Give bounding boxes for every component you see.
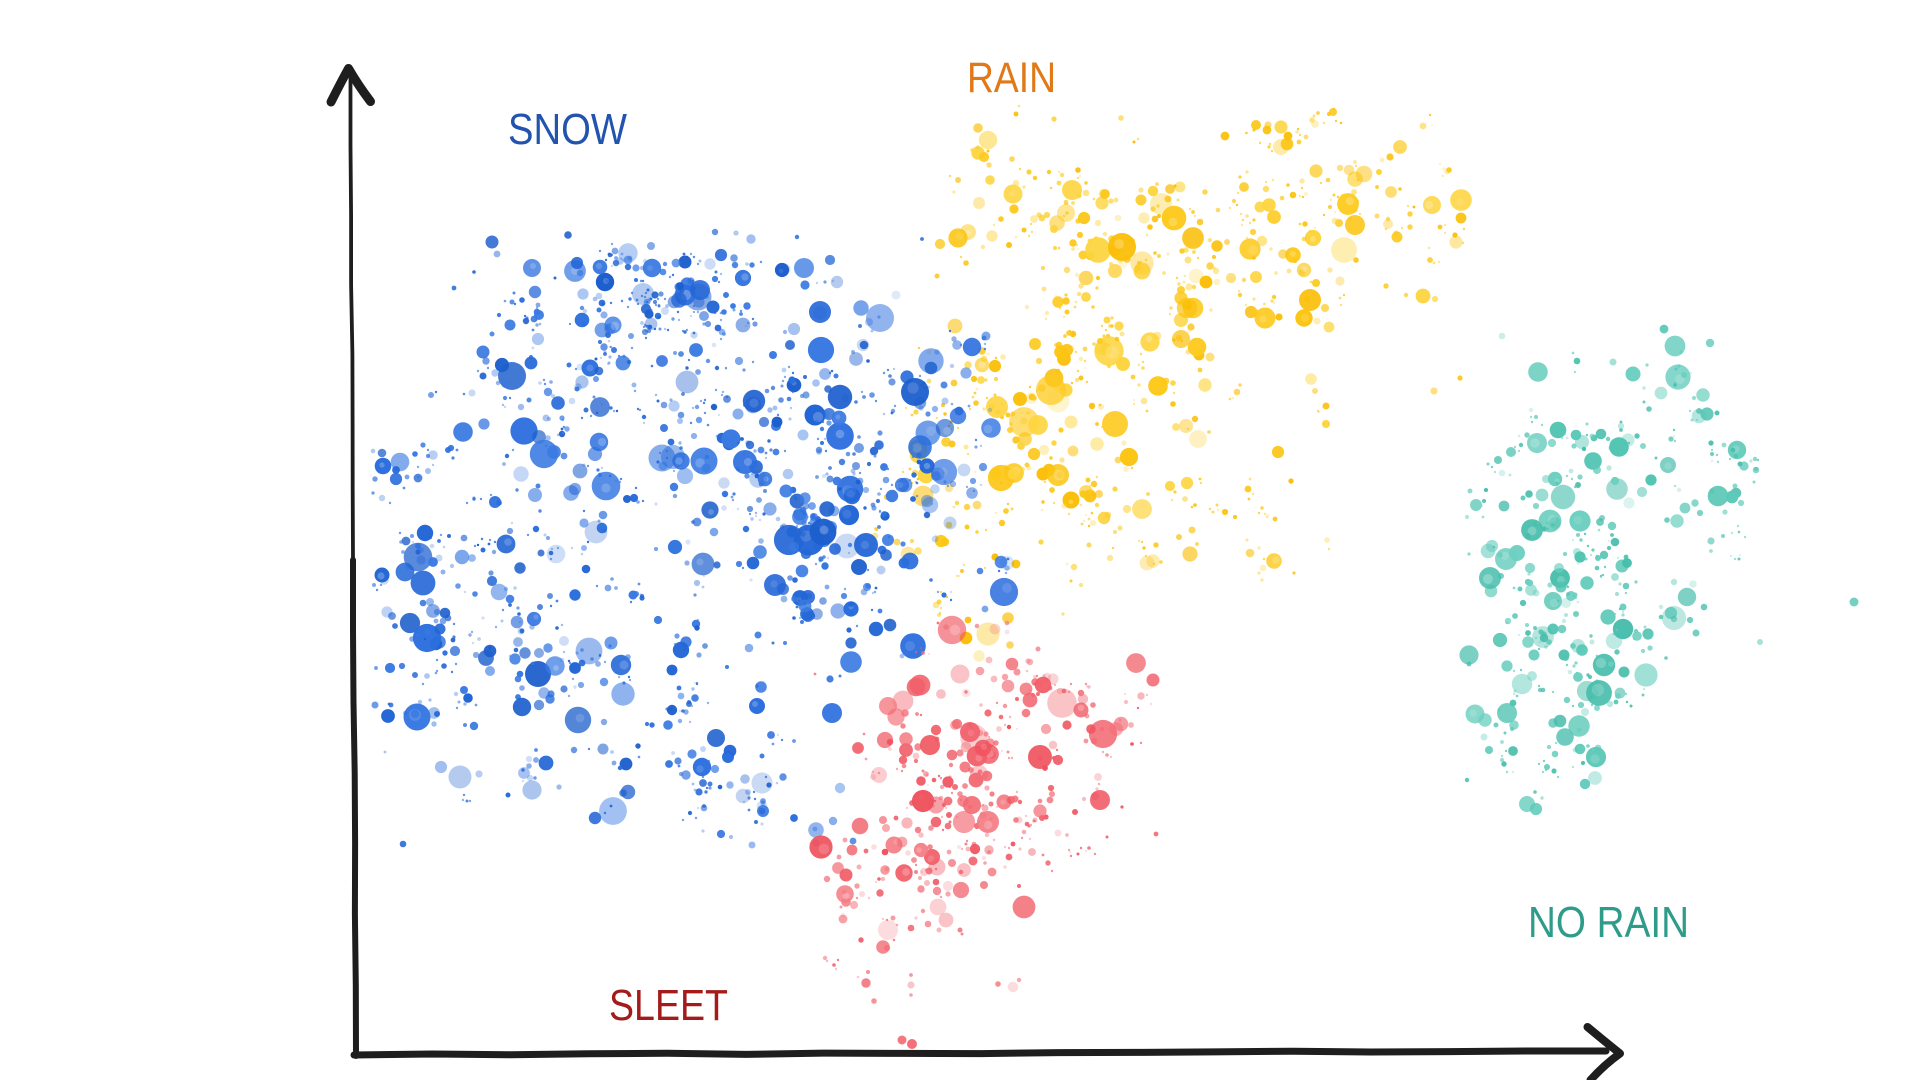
svg-text:SNOW: SNOW — [508, 105, 627, 154]
svg-text:NO RAIN: NO RAIN — [1528, 898, 1689, 947]
svg-text:SLEET: SLEET — [609, 981, 728, 1030]
svg-text:RAIN: RAIN — [967, 54, 1056, 102]
